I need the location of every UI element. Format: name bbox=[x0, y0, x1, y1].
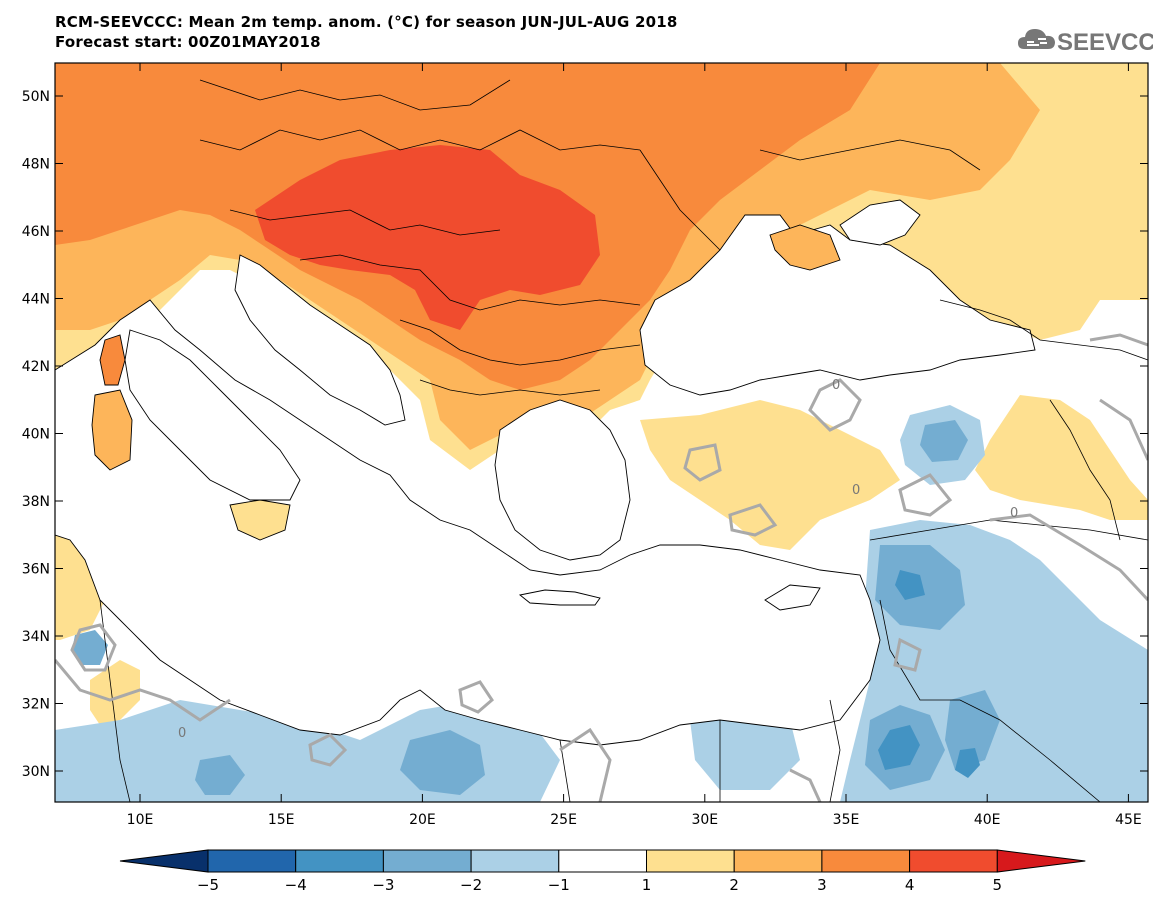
map-panel: 0 0 0 0 bbox=[55, 63, 1148, 802]
colorbar-tick-label: −1 bbox=[548, 876, 570, 894]
sicily bbox=[229, 499, 291, 541]
seevccc-logo: SEEVCCC bbox=[1018, 29, 1153, 56]
lat-label: 42N bbox=[22, 359, 50, 375]
zero-contours bbox=[55, 333, 1148, 802]
colorbar-swatch bbox=[207, 849, 297, 873]
colorbar-swatch bbox=[382, 849, 472, 873]
adriatic-sea bbox=[234, 254, 406, 426]
lat-label: 46N bbox=[22, 224, 50, 240]
lon-label: 30E bbox=[691, 812, 718, 828]
map-title: RCM-SEEVCCC: Mean 2m temp. anom. (°C) fo… bbox=[55, 13, 678, 31]
contour-label: 0 bbox=[832, 378, 840, 393]
colorbar-swatch bbox=[821, 849, 911, 873]
anomaly-region-m2-m3-anatolia bbox=[920, 420, 968, 462]
colorbar-swatch bbox=[558, 849, 647, 873]
colorbar-min-arrow bbox=[119, 849, 209, 873]
colorbar-tick-label: 5 bbox=[993, 876, 1003, 894]
lon-label: 20E bbox=[409, 812, 436, 828]
sea-of-azov bbox=[839, 199, 921, 246]
lat-label: 38N bbox=[22, 494, 50, 510]
crete bbox=[518, 589, 601, 606]
lon-label: 10E bbox=[127, 812, 154, 828]
map-frame bbox=[54, 62, 1149, 803]
anomaly-region-m2-m3-tunisia bbox=[72, 630, 108, 665]
colorbar-tick-label: −5 bbox=[197, 876, 219, 894]
colorbar-swatch bbox=[733, 849, 823, 873]
corsica bbox=[99, 334, 126, 386]
anomaly-region-m3-m4-levant bbox=[878, 570, 980, 778]
contour-label: 0 bbox=[178, 726, 186, 741]
anomaly-region-1-2-far-east bbox=[975, 395, 1148, 520]
colorbar-swatch bbox=[295, 849, 384, 873]
colorbar: −5 −4 −3 −2 −1 1 2 3 4 5 bbox=[119, 849, 1086, 894]
crimea bbox=[769, 224, 841, 271]
lat-label: 34N bbox=[22, 629, 50, 645]
lon-label: 40E bbox=[974, 812, 1001, 828]
colorbar-tick-label: 4 bbox=[905, 876, 915, 894]
colorbar-tick-label: −4 bbox=[285, 876, 307, 894]
colorbar-tick-label: 1 bbox=[642, 876, 652, 894]
longitude-axis: 10E 15E 20E 25E 30E 35E 40E 45E bbox=[127, 63, 1142, 828]
lat-label: 36N bbox=[22, 562, 50, 578]
colorbar-swatch bbox=[470, 849, 560, 873]
lat-label: 48N bbox=[22, 157, 50, 173]
lon-label: 35E bbox=[833, 812, 860, 828]
cloud-icon bbox=[1018, 29, 1055, 49]
logo-text: SEEVCCC bbox=[1057, 29, 1153, 56]
lon-label: 45E bbox=[1115, 812, 1142, 828]
colorbar-tick-label: −3 bbox=[372, 876, 394, 894]
black-sea bbox=[639, 214, 1036, 396]
colorbar-swatch bbox=[909, 849, 998, 873]
lat-label: 44N bbox=[22, 292, 50, 308]
latitude-axis: 50N 48N 46N 44N 42N 40N 38N 36N 34N 32N 30N bbox=[22, 89, 1148, 780]
lat-label: 30N bbox=[22, 764, 50, 780]
cool-anomaly-fields bbox=[55, 405, 1148, 802]
colorbar-tick-label: 3 bbox=[817, 876, 827, 894]
anomaly-region-1-2-africa bbox=[55, 535, 140, 725]
colorbar-max-arrow bbox=[996, 849, 1086, 873]
colorbar-swatch bbox=[646, 849, 735, 873]
cyprus bbox=[764, 584, 821, 611]
lat-label: 40N bbox=[22, 427, 50, 443]
country-borders bbox=[99, 79, 1148, 802]
sardinia bbox=[91, 389, 133, 471]
warm-anomaly-fields bbox=[55, 63, 1148, 725]
aegean-sea bbox=[494, 399, 631, 561]
contour-label: 0 bbox=[852, 483, 860, 498]
forecast-start-label: Forecast start: 00Z01MAY2018 bbox=[55, 33, 321, 51]
tyrrhenian-sea bbox=[124, 329, 301, 501]
anomaly-region-m2-m3-libya bbox=[195, 730, 485, 795]
lon-label: 15E bbox=[268, 812, 295, 828]
lat-label: 50N bbox=[22, 89, 50, 105]
lon-label: 25E bbox=[550, 812, 577, 828]
title-block: RCM-SEEVCCC: Mean 2m temp. anom. (°C) fo… bbox=[55, 12, 678, 52]
colorbar-tick-label: 2 bbox=[729, 876, 739, 894]
contour-label: 0 bbox=[1010, 506, 1018, 521]
anomaly-region-m1-m2-egypt bbox=[690, 710, 800, 790]
anomaly-region-4-5-core bbox=[255, 145, 600, 330]
anomaly-region-1-2-east bbox=[640, 400, 900, 550]
lat-label: 32N bbox=[22, 697, 50, 713]
colorbar-tick-label: −2 bbox=[460, 876, 482, 894]
